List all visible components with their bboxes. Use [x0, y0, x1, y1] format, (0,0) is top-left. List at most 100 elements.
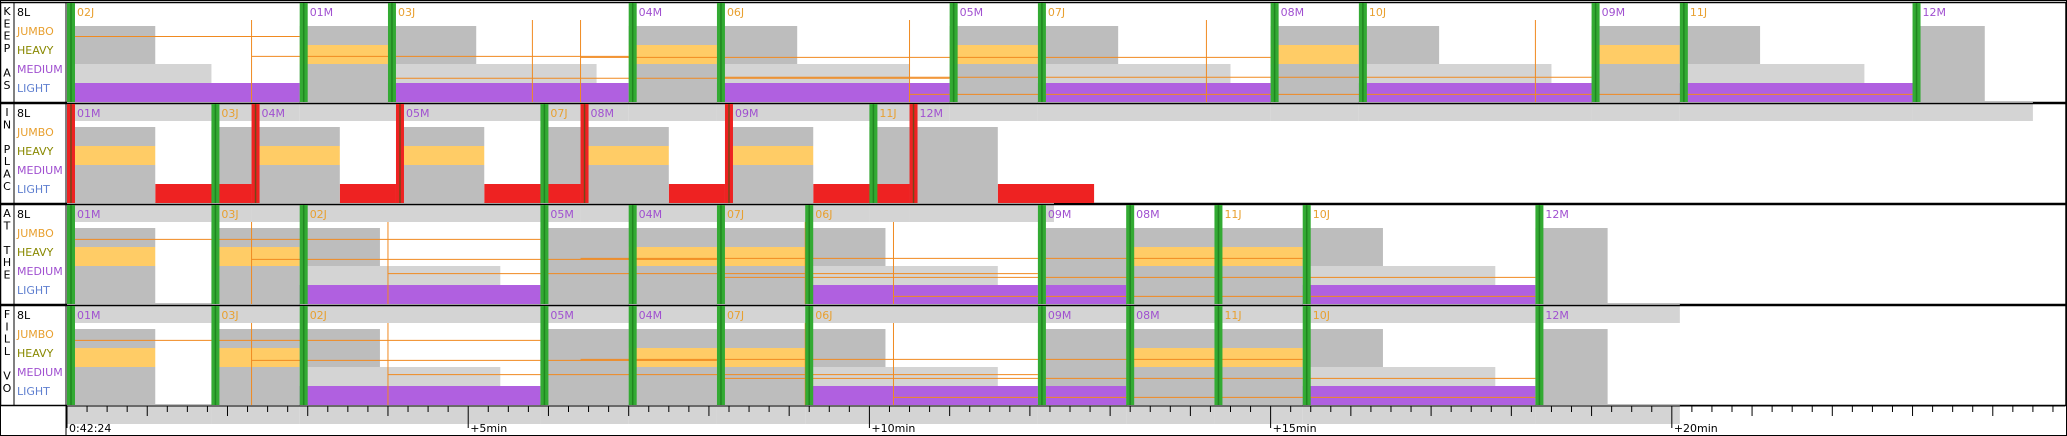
bar-bar-dark — [299, 83, 388, 102]
bar-bar-dark — [805, 329, 886, 348]
bar-bar-light — [716, 405, 806, 424]
bar-jumbo — [211, 348, 300, 367]
bar-bar-light — [299, 367, 501, 386]
bar-marker-alt — [155, 184, 252, 203]
bar-bar-dark — [1535, 386, 1608, 405]
bar-bar-light — [716, 64, 910, 83]
bar-bar-light — [1037, 102, 1271, 121]
bar-bar-dark — [716, 228, 806, 247]
marker-label: 11J — [1690, 6, 1707, 19]
side-label-letter: C — [3, 180, 11, 193]
marker-label: 11J — [879, 107, 896, 120]
row-label-8l: 8L — [17, 107, 31, 120]
side-label-letter: K — [3, 5, 11, 18]
side-label-letter: O — [3, 382, 12, 395]
bar-jumbo — [580, 146, 669, 165]
marker-label: 11J — [1224, 309, 1241, 322]
bar-bar-dark — [869, 146, 910, 165]
bar-bar-dark — [628, 285, 717, 304]
bar-bar-dark — [1358, 26, 1440, 45]
axis-tick-label: +5min — [470, 422, 507, 435]
bar-bar-dark — [540, 266, 629, 285]
bar-bar-dark — [1037, 26, 1119, 45]
marker-label: 02J — [310, 309, 327, 322]
bar-bar-dark — [724, 184, 814, 203]
bar-bar-dark — [1037, 367, 1127, 386]
bar-bar-dark — [869, 165, 910, 184]
bar-bar-light — [1679, 102, 1913, 121]
bar-bar-light — [869, 203, 910, 222]
marker-label: 05M — [550, 208, 574, 221]
bar-medium — [805, 386, 1038, 405]
bar-bar-dark — [67, 285, 156, 304]
bar-bar-light — [67, 405, 212, 424]
bar-bar-light — [67, 203, 212, 222]
bar-bar-light — [628, 102, 717, 121]
bar-bar-dark — [1535, 266, 1608, 285]
bar-bar-light — [299, 266, 501, 285]
marker-label: 07J — [727, 208, 744, 221]
bar-bar-dark — [1214, 228, 1303, 247]
bar-bar-light — [716, 304, 806, 323]
bar-bar-light — [67, 102, 300, 121]
bar-bar-dark — [805, 247, 886, 266]
marker-label: 12M — [1545, 309, 1569, 322]
bar-bar-dark — [1302, 329, 1383, 348]
bar-bar-dark — [1535, 247, 1608, 266]
bar-bar-dark — [628, 228, 717, 247]
marker-label: 03J — [221, 107, 238, 120]
marker-label: 05M — [960, 6, 984, 19]
bar-bar-dark — [1912, 45, 1985, 64]
marker-label: 02J — [310, 208, 327, 221]
bar-medium — [1037, 83, 1271, 102]
bar-bar-dark — [716, 266, 806, 285]
row-label-light: LIGHT — [17, 385, 50, 398]
bar-bar-dark — [540, 127, 581, 146]
bar-bar-light — [251, 203, 396, 222]
bar-bar-dark — [1037, 45, 1119, 64]
side-label-letter: N — [3, 118, 11, 131]
side-label-letter: T — [3, 219, 11, 232]
bar-bar-light — [1912, 102, 2033, 121]
marker-label: 01M — [77, 208, 101, 221]
bar-bar-light — [540, 405, 629, 424]
bar-bar-dark — [869, 127, 910, 146]
bar-bar-dark — [1214, 386, 1303, 405]
bar-bar-light — [395, 203, 541, 222]
bar-bar-light — [805, 266, 998, 285]
marker-label: 07J — [550, 107, 567, 120]
bar-bar-dark — [1037, 247, 1127, 266]
bar-bar-dark — [540, 367, 629, 386]
bar-bar-dark — [1037, 228, 1127, 247]
bar-bar-dark — [1912, 64, 1985, 83]
marker-label: 06J — [727, 6, 744, 19]
bar-bar-dark — [1535, 367, 1608, 386]
bar-bar-dark — [724, 127, 814, 146]
bar-medium — [1037, 386, 1127, 405]
bar-jumbo — [67, 348, 156, 367]
bar-bar-dark — [67, 228, 156, 247]
bar-bar-dark — [909, 127, 998, 146]
marker-label: 08M — [1281, 6, 1305, 19]
bar-jumbo — [1270, 45, 1359, 64]
bar-bar-light — [1037, 405, 1127, 424]
bar-bar-light — [1591, 102, 1680, 121]
bar-bar-light — [1358, 102, 1592, 121]
bar-bar-light — [387, 64, 597, 83]
bar-bar-light — [628, 304, 717, 323]
bar-medium — [805, 285, 1038, 304]
marker-label: 10J — [1313, 208, 1330, 221]
marker-label: 08M — [1136, 309, 1160, 322]
bar-bar-light — [211, 203, 252, 222]
bar-bar-dark — [580, 184, 669, 203]
marker-label: 04M — [639, 6, 663, 19]
bar-bar-dark — [1126, 329, 1215, 348]
bar-bar-light — [724, 203, 870, 222]
bar-bar-light — [1358, 64, 1552, 83]
bar-bar-light — [67, 304, 212, 323]
bar-bar-light — [67, 64, 212, 83]
bar-bar-dark — [67, 165, 156, 184]
bar-medium — [1302, 285, 1536, 304]
bar-jumbo — [251, 146, 340, 165]
